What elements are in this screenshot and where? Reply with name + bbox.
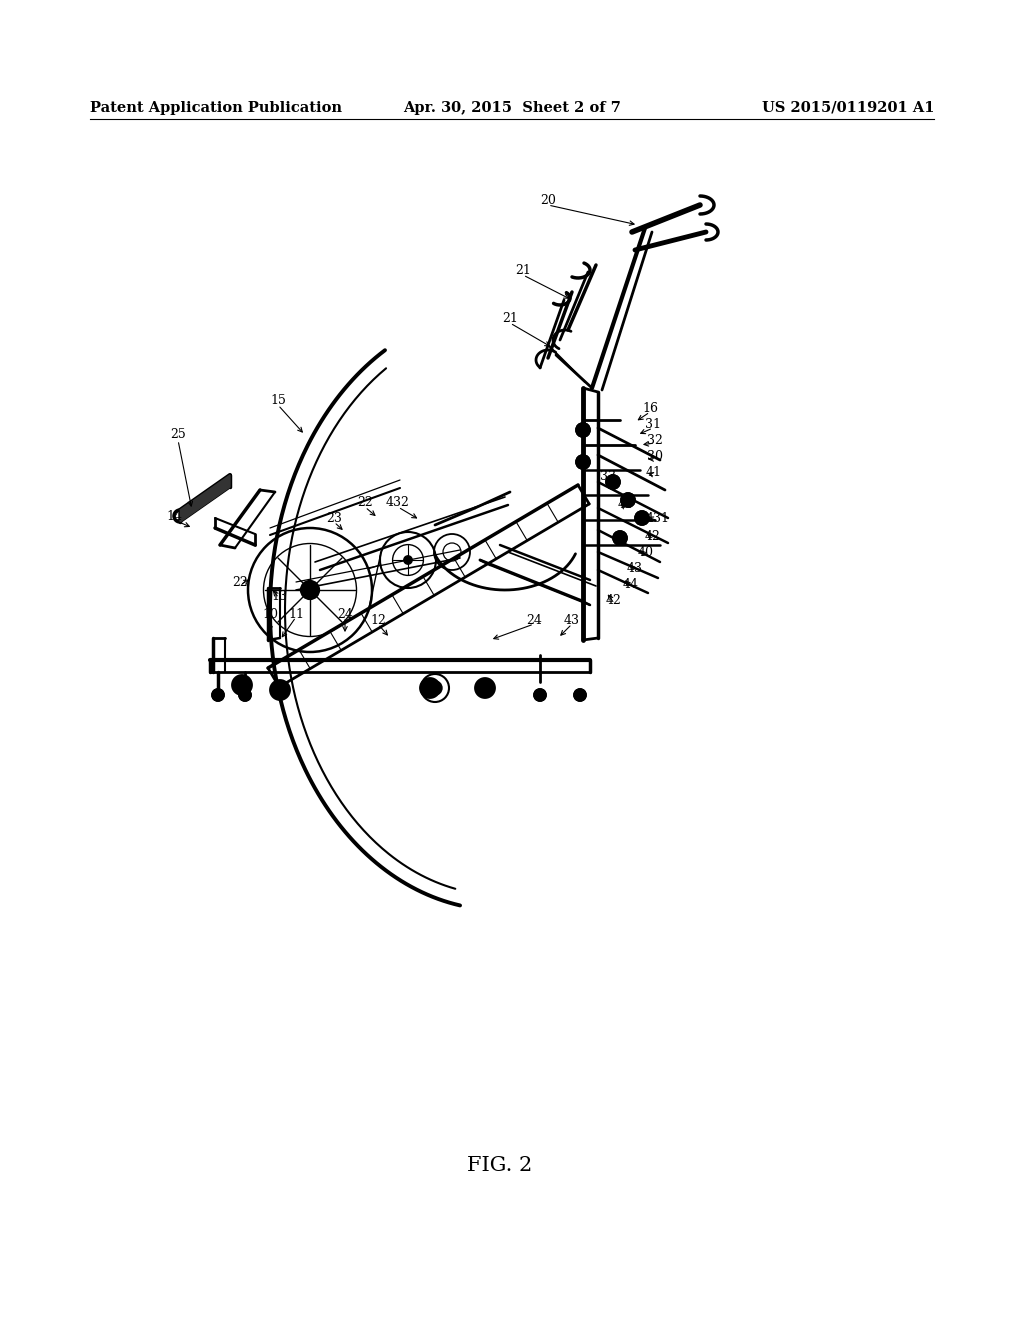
Text: 10: 10 xyxy=(262,607,278,620)
Circle shape xyxy=(475,678,495,698)
Text: 24: 24 xyxy=(526,615,542,627)
Circle shape xyxy=(237,680,247,690)
Circle shape xyxy=(232,675,252,696)
Text: 31: 31 xyxy=(645,418,662,432)
Circle shape xyxy=(403,556,413,564)
Circle shape xyxy=(621,492,635,507)
Text: 25: 25 xyxy=(170,429,186,441)
Circle shape xyxy=(270,680,290,700)
Circle shape xyxy=(534,689,546,701)
Circle shape xyxy=(275,685,285,696)
Circle shape xyxy=(575,455,590,469)
Circle shape xyxy=(428,681,442,696)
Text: 432: 432 xyxy=(386,496,410,510)
Circle shape xyxy=(480,682,490,693)
Circle shape xyxy=(606,475,620,488)
Text: 30: 30 xyxy=(647,450,663,462)
Text: 13: 13 xyxy=(271,590,287,602)
Text: 32: 32 xyxy=(647,433,663,446)
Text: 14: 14 xyxy=(166,511,182,524)
Text: 24: 24 xyxy=(337,607,353,620)
Circle shape xyxy=(301,581,319,599)
Text: 44: 44 xyxy=(623,578,639,590)
Text: FIG. 2: FIG. 2 xyxy=(467,1155,532,1175)
Polygon shape xyxy=(180,475,230,521)
Circle shape xyxy=(425,682,435,693)
Text: 20: 20 xyxy=(540,194,556,206)
Text: 33: 33 xyxy=(600,470,616,483)
Text: 41: 41 xyxy=(618,499,634,511)
Text: Patent Application Publication: Patent Application Publication xyxy=(90,100,342,115)
Circle shape xyxy=(239,689,251,701)
Text: 42: 42 xyxy=(606,594,622,606)
Circle shape xyxy=(575,422,590,437)
Text: 43: 43 xyxy=(564,615,580,627)
Text: 41: 41 xyxy=(646,466,662,479)
Text: 22: 22 xyxy=(232,576,248,589)
Text: 16: 16 xyxy=(642,401,658,414)
Text: 12: 12 xyxy=(370,615,386,627)
Circle shape xyxy=(635,511,649,525)
Text: 42: 42 xyxy=(645,529,660,543)
Circle shape xyxy=(212,689,224,701)
Text: 21: 21 xyxy=(502,312,518,325)
Text: 40: 40 xyxy=(638,546,654,560)
Circle shape xyxy=(420,678,440,698)
Text: 431: 431 xyxy=(646,511,670,524)
Text: 43: 43 xyxy=(627,561,643,574)
Text: Apr. 30, 2015  Sheet 2 of 7: Apr. 30, 2015 Sheet 2 of 7 xyxy=(403,100,621,115)
Text: 22: 22 xyxy=(357,496,373,510)
Text: 23: 23 xyxy=(326,512,342,525)
Circle shape xyxy=(613,531,627,545)
Circle shape xyxy=(574,689,586,701)
Text: 15: 15 xyxy=(270,393,286,407)
Text: US 2015/0119201 A1: US 2015/0119201 A1 xyxy=(762,100,934,115)
Text: 11: 11 xyxy=(288,607,304,620)
Text: 21: 21 xyxy=(515,264,530,276)
